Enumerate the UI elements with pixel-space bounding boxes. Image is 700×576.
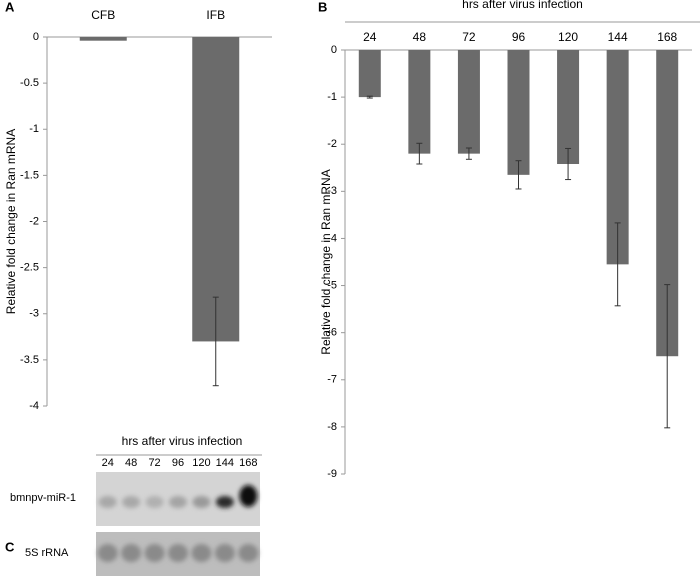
y-tick-label: -1.5: [20, 169, 39, 181]
x-tick-label: 24: [363, 30, 377, 44]
blot-band: [122, 496, 141, 508]
y-tick-label: -3: [327, 185, 337, 197]
bar: [557, 50, 580, 165]
x-tick-label: 120: [558, 30, 578, 44]
y-tick-label: -2: [327, 138, 337, 150]
panel-label: C: [5, 539, 15, 554]
lane-label: 144: [216, 457, 234, 469]
x-tick-label: CFB: [91, 8, 115, 22]
y-tick-label: 0: [331, 44, 337, 56]
y-tick-label: -0.5: [20, 77, 39, 89]
blot-band: [145, 496, 164, 508]
y-tick-label: -1: [327, 91, 337, 103]
blot-band: [192, 496, 211, 508]
x-tick-label: IFB: [206, 8, 225, 22]
bar: [79, 37, 127, 41]
y-tick-label: -7: [327, 374, 337, 386]
lane-label: 120: [192, 457, 210, 469]
blot-title: hrs after virus infection: [122, 434, 243, 448]
lane-label: 72: [148, 457, 160, 469]
bar: [457, 50, 480, 154]
lane-label: 96: [172, 457, 184, 469]
blot-band: [238, 544, 259, 562]
blot-band: [121, 544, 142, 562]
x-tick-label: 168: [657, 30, 677, 44]
y-tick-label: -3: [29, 308, 39, 320]
bar: [507, 50, 530, 175]
y-tick-label: 0: [33, 31, 39, 43]
bar: [192, 37, 240, 342]
lane-label: 48: [125, 457, 137, 469]
y-axis-label: Relative fold change in Ran mRNA: [4, 129, 18, 314]
y-tick-label: -8: [327, 421, 337, 433]
panel-label: A: [5, 0, 15, 14]
blot-band: [239, 485, 258, 507]
row-label: bmnpv-miR-1: [10, 492, 76, 504]
panel-label: B: [318, 0, 327, 14]
y-tick-label: -1: [29, 123, 39, 135]
y-tick-label: -4: [29, 400, 39, 412]
x-tick-label: 96: [512, 30, 526, 44]
blot-band: [215, 496, 234, 508]
blot-band: [144, 544, 165, 562]
blot-band: [98, 496, 117, 508]
y-tick-label: -2: [29, 215, 39, 227]
row-label: 5S rRNA: [25, 547, 69, 559]
y-tick-label: -9: [327, 468, 337, 480]
blot-band: [168, 544, 188, 562]
blot-band: [97, 544, 118, 562]
bar: [408, 50, 431, 154]
y-tick-label: -5: [327, 279, 337, 291]
y-tick-label: -3.5: [20, 354, 39, 366]
x-tick-label: 144: [608, 30, 628, 44]
bar: [656, 50, 679, 357]
lane-label: 168: [239, 457, 257, 469]
y-axis-label: Relative fold change in Ran mRNA: [319, 169, 333, 354]
blot-band: [214, 544, 235, 562]
y-tick-label: -2.5: [20, 262, 39, 274]
blot-band: [191, 544, 212, 562]
x-tick-label: 48: [413, 30, 427, 44]
x-tick-label: 72: [462, 30, 476, 44]
lane-label: 24: [102, 457, 114, 469]
blot-band: [169, 496, 187, 508]
y-tick-label: -4: [327, 232, 337, 244]
bar: [606, 50, 629, 265]
x-axis-title: hrs after virus infection: [462, 0, 583, 11]
y-tick-label: -6: [327, 327, 337, 339]
bar: [358, 50, 381, 98]
